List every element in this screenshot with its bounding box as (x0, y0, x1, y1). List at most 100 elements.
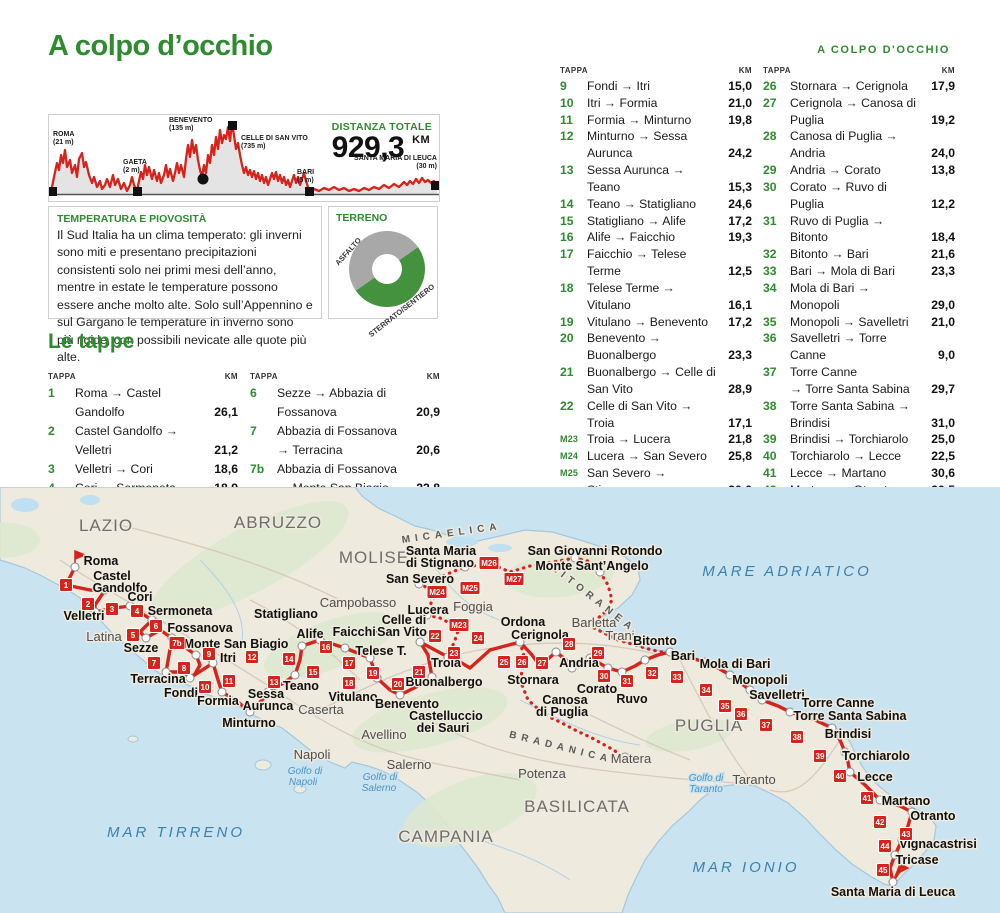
stage-name: Vitulano → Benevento (587, 314, 709, 329)
stage-number: 9 (560, 79, 567, 93)
map-label-city: Savelletri (749, 688, 805, 702)
corner-header: A COLPO D'OCCHIO (817, 44, 950, 56)
stage-marker-32: 32 (645, 666, 659, 680)
map-label-gray: Taranto (732, 772, 775, 787)
town-dot (567, 663, 577, 673)
svg-text:43: 43 (902, 830, 911, 839)
stage-distance: 22,5 (931, 449, 955, 464)
stage-number: 1 (48, 386, 55, 400)
town-dot (161, 667, 171, 677)
stage-number: 34 (763, 280, 777, 295)
map-label-gray: Barletta (572, 615, 618, 630)
stage-distance: 15,0 (728, 79, 752, 93)
route-map: LAZIO ABRUZZO MOLISE CAMPANIA BASILICATA PUGL… (0, 486, 1000, 913)
stage-distance: 18,6 (214, 461, 238, 476)
climate-panel: TEMPERATURA E PIOVOSITÀ Il Sud Italia ha… (48, 206, 322, 364)
town-dot (414, 579, 424, 589)
svg-text:37: 37 (762, 721, 771, 730)
town-dot (757, 695, 767, 705)
climate-text: Il Sud Italia ha un clima temperato: gli… (57, 228, 313, 365)
stage-row: 29 Andria → Corato 13,8 (763, 162, 955, 179)
stage-row: 18 Telese Terme → Vitulano 16,1 (560, 280, 752, 314)
svg-text:2: 2 (86, 600, 91, 609)
town-dot (725, 670, 735, 680)
total-distance-unit: KM (412, 134, 431, 146)
stage-distance: 20,6 (416, 442, 440, 457)
stage-row: 11 Formia → Minturno 19,8 (560, 112, 752, 129)
stage-distance: 17,1 (728, 415, 752, 430)
town-dot (700, 657, 710, 667)
town-dot (845, 767, 855, 777)
stage-distance: 19,8 (728, 112, 752, 127)
stage-marker-7: 7 (147, 656, 161, 670)
map-label-region: BASILICATA (524, 797, 630, 816)
stage-distance: 16,1 (728, 297, 752, 312)
svg-text:7b: 7b (172, 639, 181, 648)
stage-row: 22 Celle di San Vito → Troia 17,1 (560, 398, 752, 432)
stage-distance: 21,2 (214, 442, 238, 457)
map-label-gray: Avellino (361, 727, 406, 742)
stage-marker-17: 17 (342, 656, 356, 670)
town-dot (875, 795, 885, 805)
map-label-city: Celle di (382, 613, 426, 627)
stage-marker-43: 43 (899, 827, 913, 841)
town-dot (191, 650, 201, 660)
stage-marker-M24: M24 (426, 585, 448, 599)
stage-row: 41 Lecce → Martano 30,6 (763, 465, 955, 482)
stage-marker-14: 14 (282, 652, 296, 666)
stage-marker-45: 45 (876, 863, 890, 877)
stage-row: 17 Faicchio → Telese Terme 12,5 (560, 246, 752, 280)
total-distance-value: 929,3 KM (331, 131, 431, 164)
stage-marker-11: 11 (222, 674, 236, 688)
stage-marker-30: 30 (597, 669, 611, 683)
stage-number: 40 (763, 449, 777, 464)
map-label-city: Gandolfo (93, 581, 148, 595)
map-label-gulf: Taranto (689, 784, 723, 795)
map-label-city: Roma (84, 554, 120, 568)
stage-marker-40: 40 (833, 769, 847, 783)
map-label-city: Sessa (248, 687, 285, 701)
stage-row: 1 Roma → Castel Gandolfo 26,1 (48, 384, 238, 422)
stage-number: 37 (763, 365, 777, 380)
map-label-city: Castel (93, 569, 131, 583)
stage-distance: 21,0 (931, 314, 955, 329)
stage-number: M24 (560, 451, 579, 462)
town-dot (422, 610, 432, 620)
stage-name: Statigliano → Alife (587, 213, 686, 228)
stage-name: Andria → Corato (790, 163, 881, 178)
stage-marker-6: 6 (149, 619, 163, 633)
stage-row: M23 Troia → Lucera 21,8 (560, 431, 752, 448)
stage-name: Lecce → Martano (790, 466, 887, 481)
map-label-gulf: Napoli (289, 777, 318, 788)
stage-row: 36 Savelletri → Torre Canne 9,0 (763, 330, 955, 364)
variant-routes (414, 556, 672, 759)
stage-row: 19 Vitulano → Benevento 17,2 (560, 314, 752, 331)
stage-name: Benevento → Buonalbergo (587, 331, 661, 363)
stage-number: 7b (250, 461, 265, 476)
map-label-gulf: Golfo di (288, 766, 323, 777)
stage-row: 27 Cerignola → Canosa di Puglia 19,2 (763, 95, 955, 129)
svg-text:33: 33 (673, 673, 682, 682)
svg-text:13: 13 (270, 678, 279, 687)
svg-text:M24: M24 (429, 588, 445, 597)
svg-text:39: 39 (816, 752, 825, 761)
stage-name: Troia → Lucera (587, 432, 671, 447)
map-label-city: Monte Sant’Angelo (535, 559, 649, 573)
svg-text:28: 28 (565, 640, 574, 649)
stage-name: Brindisi → Torchiarolo (790, 432, 909, 447)
stage-name: Formia → Minturno (587, 112, 692, 127)
map-label-city: Faicchio (333, 625, 384, 639)
map-label-city: Brindisi (825, 727, 872, 741)
stage-markers: 123 4567b78910111213141516171819202122M23… (59, 556, 913, 877)
waypoint-bari (305, 187, 314, 196)
stage-number: 17 (560, 247, 574, 262)
svg-text:38: 38 (793, 733, 802, 742)
svg-text:35: 35 (721, 702, 730, 711)
stage-table-header: TAPPA KM (250, 372, 440, 381)
stage-number: 11 (560, 112, 573, 127)
stage-table-header: TAPPA KM (763, 66, 955, 75)
map-label-city: Lecce (857, 770, 892, 784)
stage-row: 30 Corato → Ruvo di Puglia 12,2 (763, 179, 955, 213)
stage-number: 41 (763, 466, 777, 481)
map-label-city: Velletri (64, 609, 105, 623)
